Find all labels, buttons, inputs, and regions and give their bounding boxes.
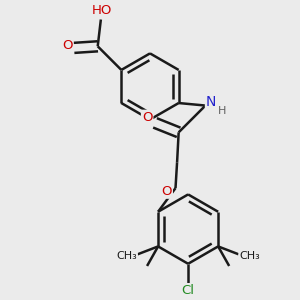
Text: CH₃: CH₃ <box>116 251 137 261</box>
Text: O: O <box>62 39 72 52</box>
Text: Cl: Cl <box>182 284 195 297</box>
Text: O: O <box>161 185 172 198</box>
Text: N: N <box>206 95 216 110</box>
Text: O: O <box>142 111 152 124</box>
Text: HO: HO <box>92 4 112 17</box>
Text: H: H <box>218 106 226 116</box>
Text: CH₃: CH₃ <box>239 251 260 261</box>
